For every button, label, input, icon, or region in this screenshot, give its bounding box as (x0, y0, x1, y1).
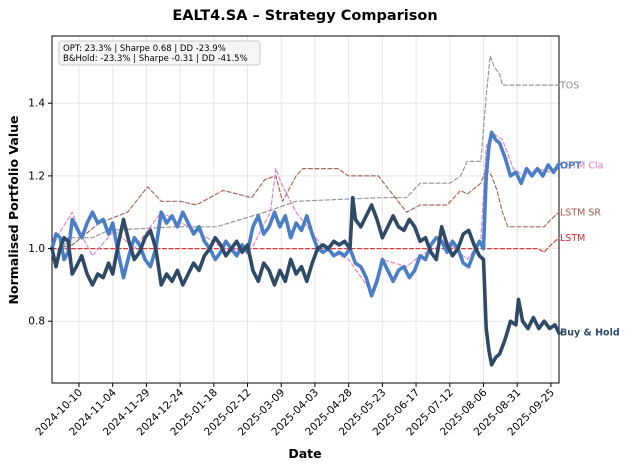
info-line-opt: OPT: 23.3% | Sharpe 0.68 | DD -23.9% (63, 44, 226, 54)
x-axis-label: Date (288, 446, 321, 461)
y-tick-label: 1.0 (28, 243, 45, 255)
info-box: OPT: 23.3% | Sharpe 0.68 | DD -23.9% B&H… (58, 40, 261, 66)
series-line-lstm (51, 237, 560, 253)
info-box-background (58, 40, 261, 66)
series-line-buy-hold (50, 195, 561, 367)
y-axis-label: Normalised Portfolio Value (6, 116, 21, 305)
end-label-buy-hold: Buy & Hold (560, 328, 620, 339)
series-lines (50, 55, 561, 367)
end-label-opt: OPT (560, 160, 582, 171)
end-label-tos: TOS (559, 81, 579, 92)
y-tick-label: 1.4 (28, 98, 45, 110)
plot-frame (51, 35, 560, 384)
y-axis-ticks: 0.8 1.0 1.2 1.4 (28, 98, 52, 328)
end-label-lstm-cla: LSTM Cla (560, 160, 603, 171)
end-label-lstm: LSTM (560, 233, 585, 244)
info-line-buyhold: B&Hold: -23.3% | Sharpe -0.31 | DD -41.5… (63, 54, 248, 64)
x-axis-ticks: 2024-10-102024-11-042024-11-292024-12-24… (33, 383, 557, 438)
y-tick-label: 1.2 (28, 170, 45, 182)
y-tick-label: 0.8 (28, 316, 45, 328)
chart-title: EALT4.SA – Strategy Comparison (172, 8, 437, 24)
series-line-lstm-sr (51, 168, 560, 250)
end-label-lstm-sr: LSTM SR (560, 208, 601, 219)
